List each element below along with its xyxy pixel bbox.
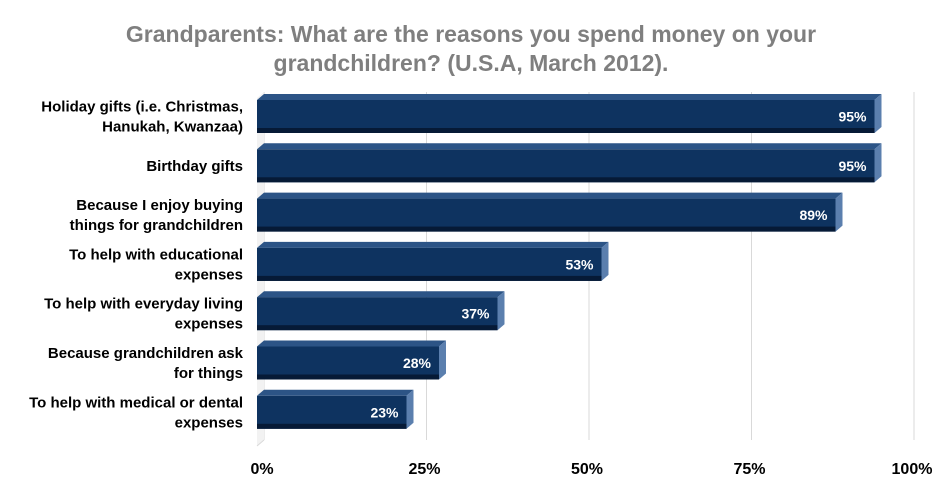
category-label-line: To help with medical or dental xyxy=(29,394,243,411)
bar-bottom-shade xyxy=(257,128,875,133)
bar-1: 95% xyxy=(257,143,882,183)
bar-top-face xyxy=(257,94,882,100)
category-label-line: expenses xyxy=(175,316,243,333)
bar-3: 53% xyxy=(257,241,609,281)
category-label-line: Holiday gifts (i.e. Christmas, xyxy=(41,99,243,116)
bar-front-face xyxy=(257,198,836,232)
x-tick-label: 0% xyxy=(250,461,273,478)
bar-front-face xyxy=(257,297,498,331)
bar-bottom-shade xyxy=(257,177,875,183)
bar-side-face xyxy=(601,241,609,281)
x-tick-label: 25% xyxy=(408,461,440,478)
bar-bottom-shade xyxy=(257,374,439,380)
data-label: 95% xyxy=(838,109,867,125)
data-label: 95% xyxy=(838,158,867,174)
bar-front-face xyxy=(257,100,875,133)
bar-top-face xyxy=(257,291,505,298)
bar-front-face xyxy=(257,149,875,183)
category-label: Holiday gifts (i.e. Christmas, Hanukah, K… xyxy=(41,99,243,136)
x-tick-label: 50% xyxy=(571,461,603,478)
chart-title-line-2: grandchildren? (U.S.A, March 2012). xyxy=(273,50,669,76)
chart-title: Grandparents: What are the reasons you s… xyxy=(0,20,942,78)
bar-bottom-shade xyxy=(257,275,602,281)
bar-side-face xyxy=(497,291,505,331)
data-label: 28% xyxy=(403,355,432,371)
category-label-line: Because I enjoy buying xyxy=(76,197,243,214)
category-label-line: To help with educational xyxy=(69,246,243,263)
bar-front-face xyxy=(257,346,439,380)
category-label-line: Because grandchildren ask xyxy=(48,345,244,362)
bar-5: 28% xyxy=(257,340,446,380)
category-label-line: expenses xyxy=(175,266,243,283)
bar-front-face xyxy=(257,247,602,281)
bar-0: 95% xyxy=(257,94,882,133)
category-label-line: Hanukah, Kwanzaa) xyxy=(102,119,243,136)
bar-side-face xyxy=(874,143,882,183)
bars: 95% 95% 89% 53% 37% 28% 23% xyxy=(257,94,882,429)
bar-top-face xyxy=(257,340,446,347)
bar-top-face xyxy=(257,389,414,396)
category-label: Because grandchildren ask for things xyxy=(48,345,244,382)
data-label: 23% xyxy=(370,404,399,420)
bar-4: 37% xyxy=(257,291,505,331)
category-labels: Holiday gifts (i.e. Christmas, Hanukah, K… xyxy=(29,99,244,432)
floor-edge xyxy=(256,439,265,447)
data-label: 37% xyxy=(461,306,490,322)
category-label: Birthday gifts xyxy=(146,158,243,175)
category-label: Because I enjoy buying things for grandch… xyxy=(70,197,243,234)
x-tick-label: 75% xyxy=(733,461,765,478)
category-label-line: for things xyxy=(174,365,243,382)
bar-top-face xyxy=(257,241,609,248)
bar-top-face xyxy=(257,192,843,199)
bar-bottom-shade xyxy=(257,423,407,429)
category-label-line: expenses xyxy=(175,414,243,431)
category-label: To help with medical or dental expenses xyxy=(29,394,243,431)
data-label: 53% xyxy=(565,256,594,272)
bar-bottom-shade xyxy=(257,226,836,232)
bar-2: 89% xyxy=(257,192,843,232)
data-label: 89% xyxy=(799,207,828,223)
bar-side-face xyxy=(439,340,446,380)
bar-bottom-shade xyxy=(257,325,498,331)
bar-side-face xyxy=(835,192,843,232)
bar-side-face xyxy=(406,389,414,429)
bar-6: 23% xyxy=(257,389,414,429)
bar-front-face xyxy=(257,395,407,429)
chart-title-line-1: Grandparents: What are the reasons you s… xyxy=(125,21,817,47)
bar-side-face xyxy=(874,94,882,133)
x-axis-tick-labels: 0% 25% 50% 75% 100% xyxy=(250,461,932,478)
category-label: To help with everyday living expenses xyxy=(44,296,243,333)
x-tick-label: 100% xyxy=(892,461,933,478)
category-label-line: Birthday gifts xyxy=(146,158,243,175)
category-label-line: things for grandchildren xyxy=(70,217,243,234)
category-label: To help with educational expenses xyxy=(69,246,243,283)
bar-top-face xyxy=(257,143,882,150)
category-label-line: To help with everyday living xyxy=(44,296,243,313)
